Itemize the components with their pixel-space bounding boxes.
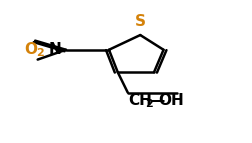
Text: CH: CH — [127, 93, 151, 108]
Text: S: S — [134, 14, 145, 29]
Text: N: N — [49, 42, 61, 57]
Text: OH: OH — [157, 93, 183, 108]
Text: 2: 2 — [36, 48, 44, 58]
Text: —: — — [148, 93, 164, 108]
Text: O: O — [24, 42, 37, 57]
Text: 2: 2 — [145, 99, 152, 109]
